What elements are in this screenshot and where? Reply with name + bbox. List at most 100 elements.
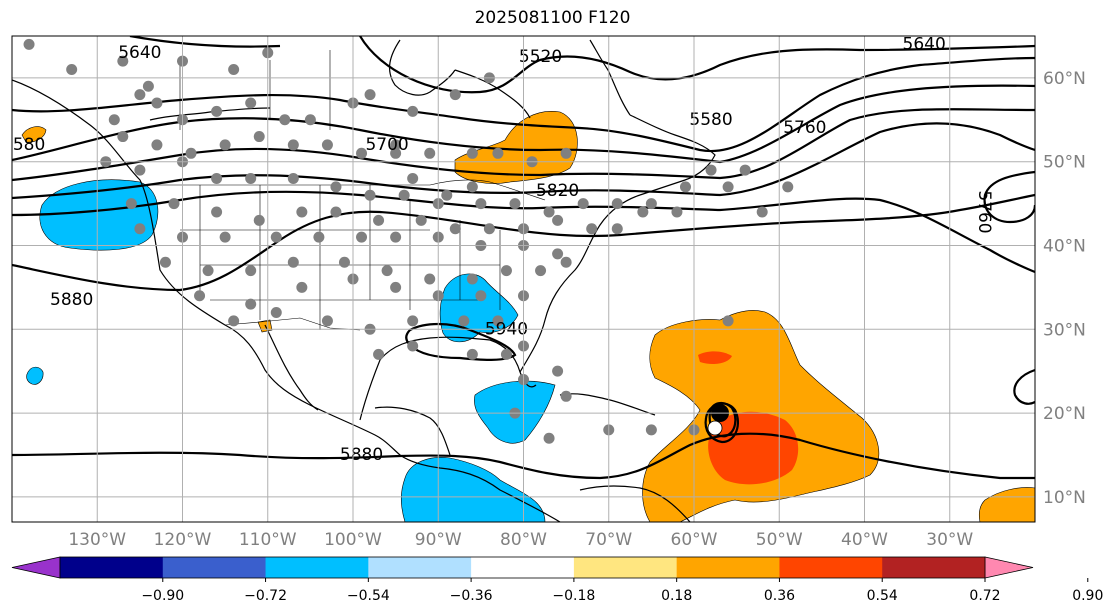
station-dot [739,164,751,176]
station-dots [23,38,794,444]
station-dot [722,181,734,193]
station-dot [407,105,419,117]
colorbar-tick-label: −0.54 [347,588,390,604]
longitude-labels: 130°W 120°W 110°W 100°W 90°W 80°W 70°W 60°W 50°W… [68,530,973,550]
station-dot [245,298,257,310]
station-dot [756,206,768,218]
colorbar: −0.90 −0.72 −0.54 −0.36 −0.18 0.18 0.36 0.54 0.7… [11,556,1103,604]
lat-tick-label: 40°N [1043,236,1086,256]
station-dot [279,114,291,126]
station-dot [373,214,385,226]
anomaly-fills [21,111,1035,522]
station-dot [560,147,572,159]
colorbar-tick-label: 0.72 [969,588,1000,604]
lat-tick-label: 20°N [1043,404,1086,424]
station-dot [168,198,180,210]
station-dot [500,348,512,360]
lat-tick-label: 10°N [1043,488,1086,508]
lon-tick-label: 70°W [585,530,632,550]
station-dot [134,223,146,235]
station-dot [381,265,393,277]
station-dot [134,89,146,101]
station-dot [151,139,163,151]
colorbar-swatch [368,557,472,578]
coastlines [12,39,716,522]
station-dot [117,131,129,143]
contour-label: 5760 [783,118,826,138]
colorbar-swatch [60,557,164,578]
contour-label: 580 [13,135,45,155]
lat-tick-label: 60°N [1043,69,1086,89]
station-dot [211,172,223,184]
station-dot [134,164,146,176]
station-dot [483,223,495,235]
station-dot [645,424,657,436]
station-dot [287,256,299,268]
lon-tick-label: 130°W [68,530,126,550]
station-dot [611,223,623,235]
colorbar-tick-label: −0.18 [552,588,595,604]
colorbar-swatch [882,557,986,578]
colorbar-tick-label: −0.90 [141,588,184,604]
colorbar-tick-label: 0.18 [661,588,692,604]
lat-tick-label: 50°N [1043,153,1086,173]
station-dot [560,256,572,268]
contour-labels: 5640 5520 5640 5580 5760 5700 5820 5760 580 5880 5… [13,34,994,465]
station-dot [253,214,265,226]
colorbar-swatch [779,557,883,578]
colorbar-tick-label: 0.90 [1072,588,1103,604]
colorbar-swatch [162,557,267,578]
contour-label: 5820 [536,181,579,201]
lon-tick-label: 50°W [756,530,803,550]
lon-tick-label: 120°W [154,530,212,550]
contour-label: 5880 [50,290,93,310]
station-dot [407,315,419,327]
station-dot [645,198,657,210]
red-anomaly-atlantic [708,411,799,485]
orange-anomaly-east [978,487,1035,522]
colorbar-outline [59,556,986,579]
latitude-labels: 10°N 20°N 30°N 40°N 50°N 60°N [1043,69,1086,508]
station-dot [390,147,402,159]
lon-tick-label: 110°W [239,530,297,550]
lon-tick-label: 60°W [671,530,718,550]
station-dot [492,147,504,159]
station-dot [287,139,299,151]
station-dot [66,64,78,76]
station-dot [560,390,572,402]
station-dot [637,206,649,218]
station-dot [245,172,257,184]
blue-anomaly-small [26,366,44,385]
contour-label: 5880 [340,445,383,465]
colorbar-tick-label: −0.36 [450,588,493,604]
station-dot [611,198,623,210]
colorbar-swatch [676,557,780,578]
colorbar-tick-label: 0.54 [867,588,898,604]
station-dot [211,206,223,218]
station-dot [577,198,589,210]
station-dot [424,147,436,159]
station-dot [108,114,120,126]
station-dot [390,281,402,293]
lon-tick-label: 30°W [926,530,973,550]
contour-label: 5640 [903,34,946,54]
station-dot [304,114,316,126]
station-dot [373,348,385,360]
station-dot [338,256,350,268]
station-dot [151,97,163,109]
colorbar-swatch [471,557,575,578]
station-dot [449,89,461,101]
colorbar-swatch [573,557,678,578]
station-dot [458,315,470,327]
station-dot [671,206,683,218]
station-dot [185,147,197,159]
map-plot-area: 5640 5520 5640 5580 5760 5700 5820 5760 580 5880 5… [12,34,1035,522]
station-dot [245,97,257,109]
station-dot [466,348,478,360]
station-dot [466,147,478,159]
colorbar-swatch [265,557,369,578]
station-dot [364,189,376,201]
station-dot [492,315,504,327]
orange-anomaly-nw [21,126,47,143]
station-dot [586,223,598,235]
